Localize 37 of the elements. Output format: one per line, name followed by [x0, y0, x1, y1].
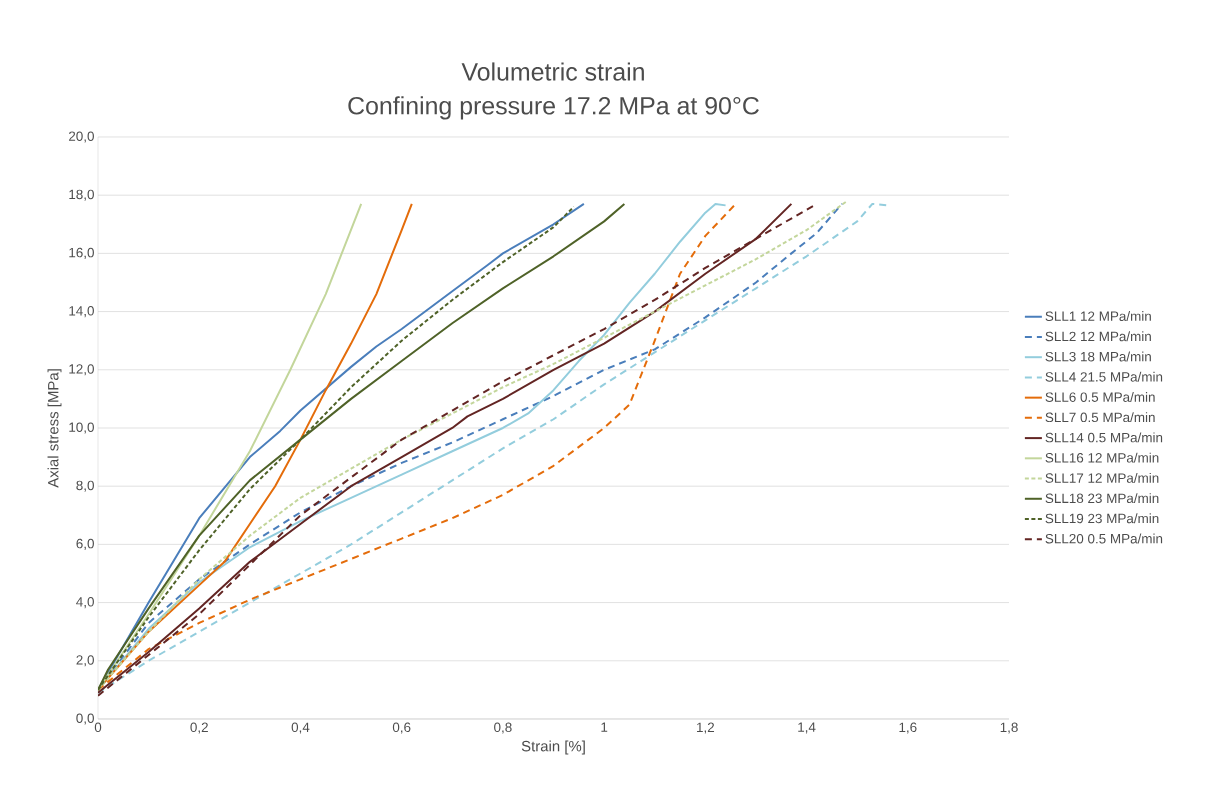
- legend-label: SLL4 21.5 MPa/min: [1045, 371, 1163, 382]
- y-tick-label: 20,0: [68, 131, 94, 143]
- y-tick-label: 18,0: [69, 189, 94, 201]
- y-tick-label: 0,0: [76, 713, 94, 725]
- legend-label: SLL6 0.5 MPa/min: [1045, 392, 1155, 402]
- y-axis-title: Axial stress [MPa]: [47, 369, 62, 488]
- x-tick-label: 1,6: [899, 722, 917, 734]
- legend-label: SLL7 0.5 MPa/min: [1045, 412, 1155, 423]
- legend-label: SLL1 12 MPa/min: [1045, 311, 1151, 321]
- y-tick-label: 16,0: [69, 247, 94, 259]
- y-tick-label: 14,0: [69, 306, 94, 318]
- x-tick-label: 0,6: [392, 722, 411, 734]
- x-tick-label: 1,2: [697, 722, 715, 734]
- y-tick-label: 12,0: [69, 364, 94, 376]
- legend-label: SLL19 23 MPa/min: [1045, 513, 1159, 524]
- y-tick-label: 2,0: [76, 655, 94, 667]
- chart-title: Volumetric strain: [461, 62, 644, 81]
- x-axis-title: Strain [%]: [521, 740, 585, 755]
- x-tick-label: 1: [601, 722, 608, 732]
- legend-label: SLL18 23 MPa/min: [1045, 493, 1159, 504]
- y-tick-label: 6,0: [76, 538, 94, 550]
- y-tick-label: 10,0: [69, 422, 94, 434]
- y-tick-label: 8,0: [76, 480, 94, 492]
- x-tick-label: 0,2: [190, 722, 208, 734]
- legend-label: SLL3 18 MPa/min: [1045, 351, 1151, 362]
- x-tick-label: 0,8: [494, 722, 512, 734]
- legend-label: SLL20 0.5 MPa/min: [1045, 533, 1163, 544]
- x-tick-label: 0,4: [291, 722, 310, 734]
- y-tick-label: 4,0: [76, 597, 94, 609]
- legend-label: SLL17 12 MPa/min: [1045, 472, 1159, 483]
- x-tick-label: 1,4: [798, 722, 816, 734]
- x-tick-label: 1,8: [1000, 722, 1018, 734]
- legend-label: SLL14 0.5 MPa/min: [1045, 432, 1163, 443]
- x-tick-label: 0: [94, 722, 102, 733]
- legend-label: SLL16 12 MPa/min: [1045, 452, 1159, 463]
- chart-subtitle: Confining pressure 17.2 MPa at 90°C: [348, 96, 759, 120]
- legend-label: SLL2 12 MPa/min: [1045, 331, 1151, 342]
